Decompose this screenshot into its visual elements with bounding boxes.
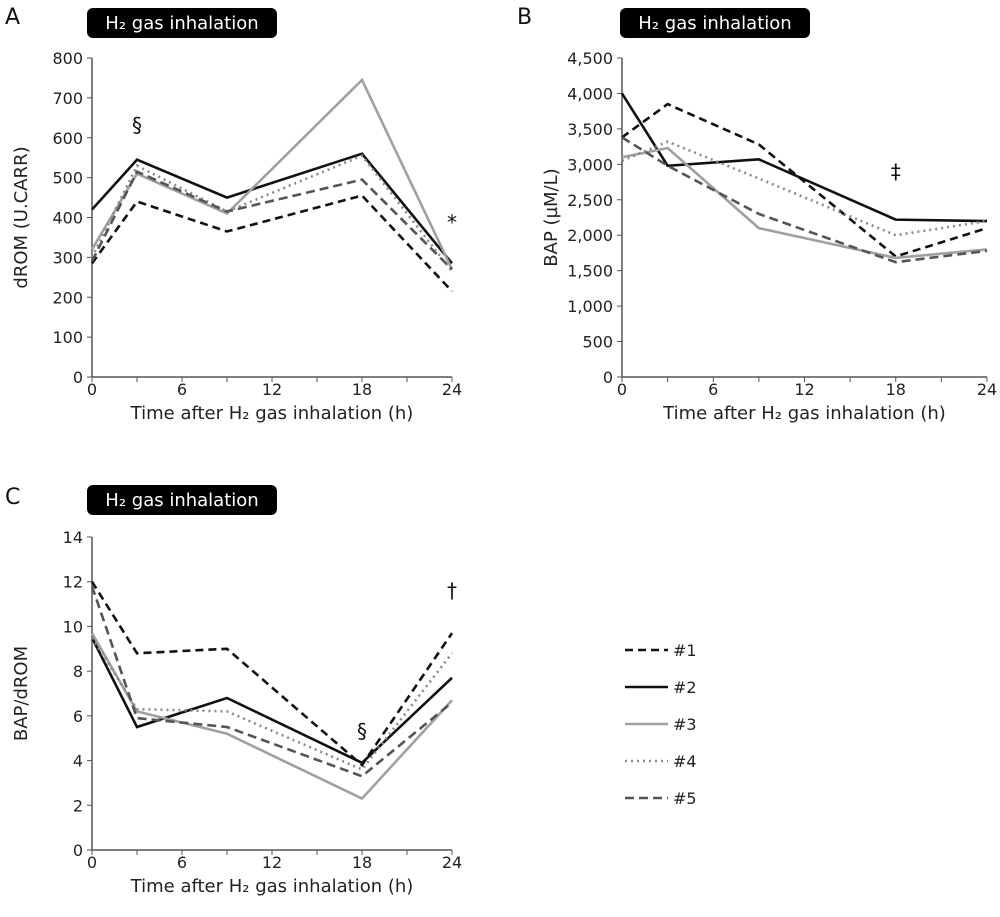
y-tick-label: 2 bbox=[73, 796, 83, 815]
y-tick-label: 500 bbox=[52, 169, 83, 188]
legend-label: #3 bbox=[673, 715, 697, 734]
panel-B: B H₂ gas inhalation 0 500 1,000 1,500 2,000 2,5… bbox=[517, 5, 997, 424]
series-line-4 bbox=[90, 154, 454, 273]
series-line-2 bbox=[90, 637, 453, 765]
y-tick-label: 2,500 bbox=[567, 191, 613, 210]
y-tick-label: 6 bbox=[73, 707, 83, 726]
y-tick-label: 2,000 bbox=[567, 226, 613, 245]
y-tick-label: 200 bbox=[52, 288, 83, 307]
series-line-1 bbox=[90, 194, 453, 293]
panel-A: A H₂ gas inhalation 0 100 200 300 400 500 600 700… bbox=[5, 5, 462, 424]
x-tick-label: 24 bbox=[442, 380, 462, 399]
y-tick-label: 300 bbox=[52, 248, 83, 267]
y-tick-label: 400 bbox=[52, 209, 83, 228]
series-line-2 bbox=[91, 152, 454, 265]
title-badge bbox=[87, 8, 277, 38]
legend-label: #2 bbox=[673, 678, 697, 697]
x-axis-label: Time after H₂ gas inhalation (h) bbox=[662, 403, 946, 424]
annotation: † bbox=[447, 578, 457, 602]
y-tick-label: 100 bbox=[52, 328, 83, 347]
y-tick-label: 4,000 bbox=[567, 84, 613, 103]
annotation: § bbox=[132, 113, 142, 137]
x-tick-label: 0 bbox=[617, 380, 627, 399]
x-tick-label: 6 bbox=[708, 380, 718, 399]
x-tick-label: 18 bbox=[352, 380, 372, 399]
series-line-4 bbox=[90, 636, 454, 772]
x-tick-label: 6 bbox=[177, 380, 187, 399]
x-axis-label: Time after H₂ gas inhalation (h) bbox=[130, 876, 414, 897]
y-tick-label: 0 bbox=[73, 841, 83, 860]
series-line-5 bbox=[90, 169, 453, 271]
annotation: * bbox=[447, 210, 457, 234]
legend-label: #5 bbox=[673, 789, 697, 808]
chart-title: H₂ gas inhalation bbox=[638, 13, 791, 34]
y-tick-label: 8 bbox=[73, 662, 83, 681]
x-tick-label: 24 bbox=[442, 853, 462, 872]
x-tick-label: 6 bbox=[177, 853, 187, 872]
y-tick-label: 10 bbox=[63, 617, 83, 636]
y-axis-label: dROM (U.CARR) bbox=[11, 146, 32, 288]
series-line-5 bbox=[621, 136, 988, 264]
series-line-3 bbox=[90, 632, 453, 801]
annotation: ‡ bbox=[891, 160, 901, 184]
x-tick-label: 12 bbox=[262, 380, 282, 399]
y-tick-label: 500 bbox=[582, 333, 613, 352]
y-tick-label: 14 bbox=[63, 528, 83, 547]
x-tick-label: 18 bbox=[352, 853, 372, 872]
y-tick-label: 600 bbox=[52, 129, 83, 148]
x-tick-label: 24 bbox=[977, 380, 997, 399]
y-tick-label: 4 bbox=[73, 752, 83, 771]
series-line-5 bbox=[90, 585, 453, 778]
series-line-3 bbox=[621, 146, 988, 260]
y-axis-label: BAP/dROM bbox=[11, 646, 32, 741]
panel-label: C bbox=[5, 485, 20, 510]
y-tick-label: 1,000 bbox=[567, 297, 613, 316]
title-badge bbox=[620, 8, 810, 38]
y-axis-label: BAP (µM/L) bbox=[541, 168, 562, 266]
chart-title: H₂ gas inhalation bbox=[105, 13, 258, 34]
series-line-1 bbox=[90, 581, 454, 767]
series-line-3 bbox=[90, 77, 454, 270]
y-tick-label: 700 bbox=[52, 89, 83, 108]
chart-title: H₂ gas inhalation bbox=[105, 490, 258, 511]
legend-label: #1 bbox=[673, 641, 697, 660]
x-axis-label: Time after H₂ gas inhalation (h) bbox=[130, 403, 414, 424]
series-line-2 bbox=[620, 92, 988, 223]
y-tick-label: 12 bbox=[63, 573, 83, 592]
x-tick-label: 0 bbox=[87, 853, 97, 872]
y-tick-label: 3,000 bbox=[567, 155, 613, 174]
y-tick-label: 3,500 bbox=[567, 120, 613, 139]
y-tick-label: 800 bbox=[52, 49, 83, 68]
y-tick-label: 1,500 bbox=[567, 262, 613, 281]
x-tick-label: 12 bbox=[262, 853, 282, 872]
x-tick-label: 0 bbox=[87, 380, 97, 399]
y-tick-label: 4,500 bbox=[567, 49, 613, 68]
legend-label: #4 bbox=[673, 752, 697, 771]
x-tick-label: 12 bbox=[794, 380, 814, 399]
x-tick-label: 18 bbox=[886, 380, 906, 399]
y-tick-label: 0 bbox=[73, 368, 83, 387]
series-line-1 bbox=[621, 102, 988, 258]
annotation: § bbox=[357, 719, 367, 743]
y-tick-label: 0 bbox=[603, 368, 613, 387]
title-badge bbox=[87, 485, 277, 515]
legend: #1 #2 #3 #4 #5 bbox=[625, 641, 697, 808]
panel-label: A bbox=[5, 5, 20, 30]
panel-label: B bbox=[517, 5, 532, 30]
